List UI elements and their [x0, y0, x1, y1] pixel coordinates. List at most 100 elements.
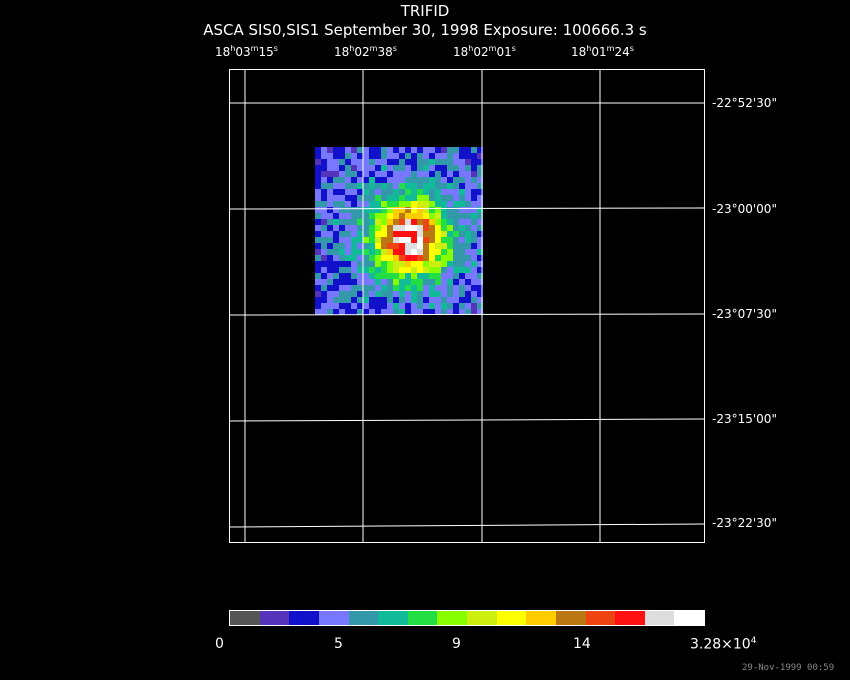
image-pixel — [417, 267, 423, 273]
image-pixel — [453, 165, 459, 171]
image-pixel — [321, 153, 327, 159]
image-pixel — [411, 255, 417, 261]
image-pixel — [417, 261, 423, 267]
image-pixel — [321, 195, 327, 201]
image-pixel — [333, 183, 339, 189]
image-pixel — [327, 159, 333, 165]
image-pixel — [315, 213, 321, 219]
image-pixel — [381, 291, 387, 297]
colorbar — [229, 610, 705, 626]
image-pixel — [435, 267, 441, 273]
image-pixel — [327, 153, 333, 159]
image-pixel — [345, 237, 351, 243]
image-pixel — [345, 177, 351, 183]
image-pixel — [387, 231, 393, 237]
image-pixel — [459, 171, 465, 177]
image-pixel — [369, 183, 375, 189]
image-pixel — [345, 201, 351, 207]
image-pixel — [417, 225, 423, 231]
image-pixel — [423, 213, 429, 219]
image-pixel — [441, 159, 447, 165]
image-pixel — [399, 303, 405, 309]
image-pixel — [327, 285, 333, 291]
image-pixel — [459, 219, 465, 225]
image-pixel — [447, 195, 453, 201]
image-pixel — [387, 177, 393, 183]
image-pixel — [477, 207, 483, 213]
image-pixel — [477, 255, 483, 261]
image-pixel — [429, 237, 435, 243]
image-pixel — [447, 297, 453, 303]
image-pixel — [453, 273, 459, 279]
image-pixel — [339, 297, 345, 303]
image-pixel — [399, 279, 405, 285]
image-pixel — [459, 243, 465, 249]
image-pixel — [477, 231, 483, 237]
image-pixel — [471, 165, 477, 171]
image-pixel — [429, 255, 435, 261]
image-pixel — [411, 171, 417, 177]
image-pixel — [387, 237, 393, 243]
image-pixel — [345, 207, 351, 213]
dec-grid-line — [229, 313, 705, 316]
image-pixel — [375, 213, 381, 219]
image-pixel — [465, 183, 471, 189]
image-pixel — [453, 255, 459, 261]
image-pixel — [429, 249, 435, 255]
image-pixel — [399, 195, 405, 201]
image-pixel — [315, 153, 321, 159]
image-pixel — [357, 207, 363, 213]
image-pixel — [429, 207, 435, 213]
image-pixel — [333, 255, 339, 261]
image-pixel — [351, 165, 357, 171]
image-pixel — [429, 225, 435, 231]
image-pixel — [411, 273, 417, 279]
image-pixel — [375, 297, 381, 303]
image-pixel — [411, 297, 417, 303]
colorbar-swatch — [644, 611, 675, 625]
colorbar-max-label: 3.28×104 — [690, 636, 757, 653]
image-pixel — [363, 207, 369, 213]
image-pixel — [327, 219, 333, 225]
image-pixel — [363, 213, 369, 219]
image-pixel — [423, 255, 429, 261]
image-pixel — [453, 237, 459, 243]
image-pixel — [447, 177, 453, 183]
image-pixel — [441, 183, 447, 189]
image-pixel — [333, 159, 339, 165]
image-pixel — [477, 285, 483, 291]
image-pixel — [351, 207, 357, 213]
image-pixel — [417, 309, 423, 315]
image-pixel — [381, 249, 387, 255]
image-pixel — [333, 279, 339, 285]
image-pixel — [429, 297, 435, 303]
image-pixel — [315, 261, 321, 267]
image-pixel — [441, 231, 447, 237]
image-pixel — [345, 249, 351, 255]
image-pixel — [453, 183, 459, 189]
image-pixel — [441, 165, 447, 171]
image-pixel — [399, 183, 405, 189]
image-pixel — [369, 285, 375, 291]
image-pixel — [423, 285, 429, 291]
image-pixel — [447, 207, 453, 213]
image-pixel — [453, 177, 459, 183]
image-pixel — [321, 261, 327, 267]
image-pixel — [411, 183, 417, 189]
image-pixel — [441, 153, 447, 159]
image-pixel — [333, 219, 339, 225]
image-pixel — [315, 285, 321, 291]
image-pixel — [477, 159, 483, 165]
image-pixel — [351, 195, 357, 201]
image-pixel — [345, 213, 351, 219]
image-pixel — [321, 285, 327, 291]
image-pixel — [363, 189, 369, 195]
image-pixel — [399, 159, 405, 165]
image-pixel — [453, 153, 459, 159]
image-pixel — [453, 213, 459, 219]
image-pixel — [333, 285, 339, 291]
image-pixel — [399, 201, 405, 207]
image-pixel — [405, 201, 411, 207]
image-pixel — [447, 147, 453, 153]
image-pixel — [333, 309, 339, 315]
